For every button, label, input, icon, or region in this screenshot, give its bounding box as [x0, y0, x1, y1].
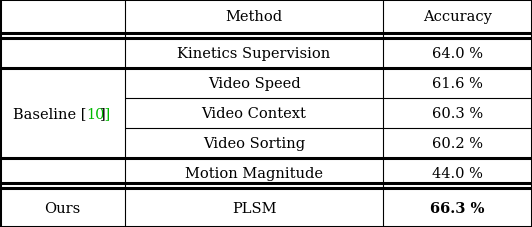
Text: 60.2 %: 60.2 % [432, 136, 483, 151]
Text: PLSM: PLSM [232, 201, 276, 215]
Text: ]: ] [100, 106, 106, 121]
Text: Accuracy: Accuracy [423, 10, 492, 24]
Text: Baseline [: Baseline [ [13, 106, 86, 121]
Text: Motion Magnitude: Motion Magnitude [185, 166, 323, 180]
Text: Kinetics Supervision: Kinetics Supervision [177, 47, 331, 61]
Text: 64.0 %: 64.0 % [432, 47, 483, 61]
Text: 66.3 %: 66.3 % [430, 201, 485, 215]
Text: Video Sorting: Video Sorting [203, 136, 305, 151]
Text: Video Speed: Video Speed [207, 76, 301, 91]
Text: 61.6 %: 61.6 % [432, 76, 483, 91]
Text: 60.3 %: 60.3 % [432, 106, 483, 121]
Text: 44.0 %: 44.0 % [432, 166, 483, 180]
Text: 10]: 10] [86, 106, 111, 121]
Text: Video Context: Video Context [202, 106, 306, 121]
Text: Method: Method [226, 10, 282, 24]
Text: Ours: Ours [44, 201, 81, 215]
